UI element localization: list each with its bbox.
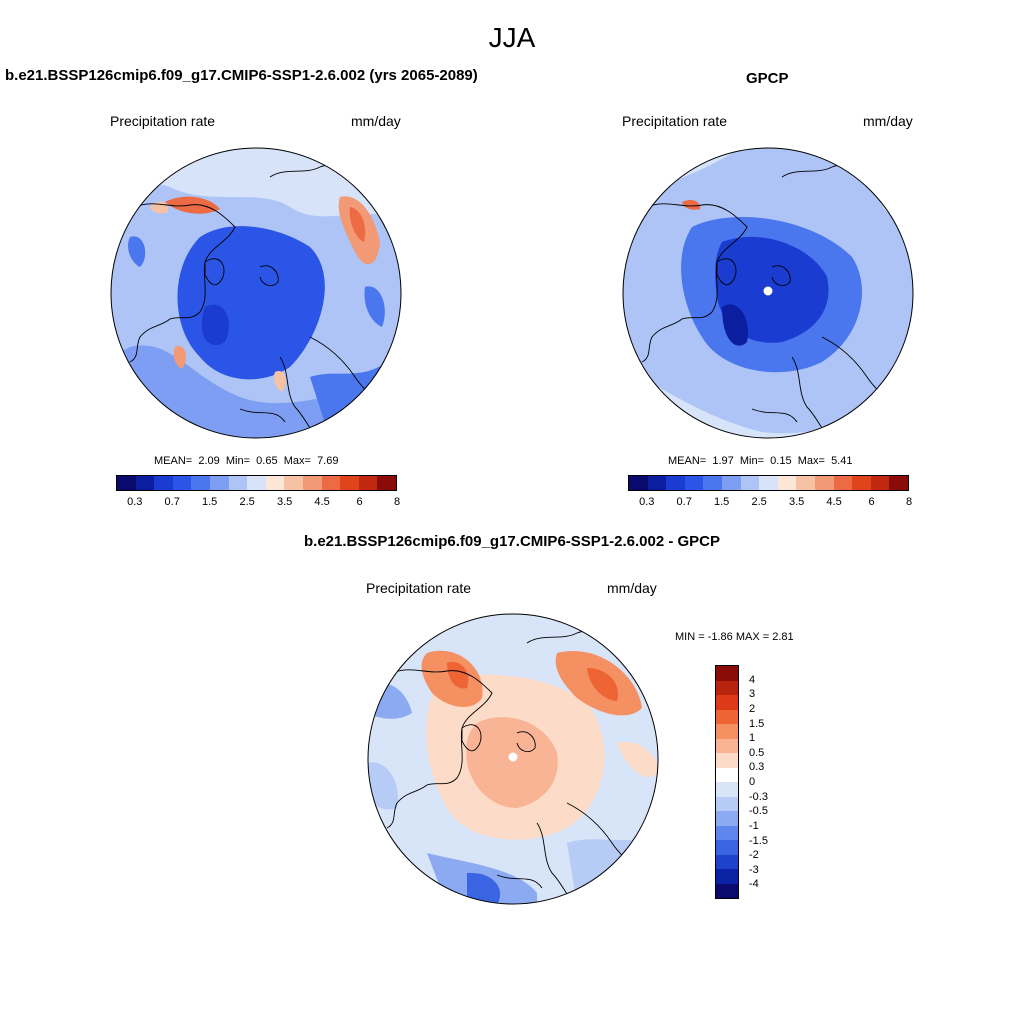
colorbar-diff-tick-label: 1	[749, 732, 756, 745]
colorbar-diff-tick-label: 0.5	[749, 746, 765, 759]
colorbar-obs-swatch	[852, 476, 871, 490]
colorbar-model-swatch	[321, 476, 341, 490]
colorbar-model-swatch	[265, 476, 285, 490]
polar-map-model	[110, 147, 402, 439]
colorbar-obs-tick-label: 8	[905, 496, 913, 508]
colorbar-diff-tick-label: 0	[749, 776, 756, 788]
colorbar-diff-swatch	[716, 767, 738, 782]
colorbar-diff-swatch	[716, 738, 738, 753]
colorbar-model-swatch	[172, 476, 192, 490]
colorbar-diff-swatch	[716, 825, 738, 840]
colorbar-diff-tick-label: -4	[749, 878, 759, 891]
colorbar-obs-swatch	[740, 476, 760, 490]
polar-map-diff	[367, 613, 659, 905]
colorbar-model-tick-label: 2.5	[239, 496, 255, 508]
colorbar-diff-swatch	[716, 753, 738, 768]
colorbar-obs	[628, 475, 909, 491]
colorbar-obs-swatch	[647, 476, 667, 490]
colorbar-diff-swatch	[716, 666, 738, 681]
colorbar-model-tick-label: 3.5	[276, 496, 293, 508]
colorbar-obs-swatch	[814, 476, 834, 490]
colorbar-diff-swatch	[716, 811, 738, 826]
colorbar-diff-tick-label: 2	[749, 702, 756, 715]
colorbar-model-swatch	[302, 476, 322, 490]
colorbar-model-tick-label: 0.3	[127, 496, 143, 508]
colorbar-model-swatch	[340, 476, 359, 490]
colorbar-obs-tick-label: 0.3	[639, 496, 655, 508]
units-label-obs: mm/day	[863, 113, 913, 129]
colorbar-obs-tick-label: 2.5	[751, 496, 767, 508]
panel-title-diff: b.e21.BSSP126cmip6.f09_g17.CMIP6-SSP1-2.…	[303, 533, 721, 550]
colorbar-model-swatch	[228, 476, 248, 490]
panel-title-obs: GPCP	[746, 70, 789, 87]
colorbar-model-swatch	[358, 476, 378, 490]
colorbar-obs-swatch	[684, 476, 704, 490]
colorbar-obs-swatch	[796, 476, 815, 490]
colorbar-obs-swatch	[629, 476, 648, 490]
colorbar-diff-swatch	[716, 883, 738, 898]
colorbar-diff-tick-label: 4	[749, 673, 756, 686]
colorbar-diff-tick-label: -1.5	[749, 834, 768, 847]
colorbar-diff-tick-label: -3	[749, 863, 759, 876]
colorbar-diff-tick-label: 3	[749, 688, 756, 701]
colorbar-obs-swatch	[666, 476, 685, 490]
colorbar-obs-tick-label: 1.5	[714, 496, 730, 508]
pole-marker-obs	[763, 286, 773, 296]
stats-model: MEAN= 2.09 Min= 0.65 Max= 7.69	[154, 455, 339, 467]
colorbar-model-tick-label: 4.5	[314, 496, 330, 508]
colorbar-model-swatch	[191, 476, 210, 490]
colorbar-obs-tick-label: 6	[868, 496, 875, 508]
colorbar-model-swatch	[377, 476, 396, 490]
colorbar-obs-tick-label: 0.7	[676, 496, 692, 508]
colorbar-model-tick-label: 6	[356, 496, 363, 508]
colorbar-obs-swatch	[721, 476, 741, 490]
colorbar-model	[116, 475, 397, 491]
colorbar-model-swatch	[154, 476, 173, 490]
colorbar-obs-swatch	[759, 476, 778, 490]
colorbar-diff-swatch	[716, 854, 738, 869]
colorbar-model-tick-label: 0.7	[164, 496, 180, 508]
colorbar-obs-swatch	[777, 476, 797, 490]
colorbar-diff-tick-label: -0.5	[749, 805, 768, 818]
colorbar-model-swatch	[284, 476, 303, 490]
colorbar-obs-swatch	[889, 476, 908, 490]
season-title: JJA	[488, 22, 536, 53]
colorbar-diff-swatch	[716, 680, 738, 695]
colorbar-obs-tick-label: 3.5	[788, 496, 805, 508]
polar-map-obs	[622, 147, 914, 439]
units-label-model: mm/day	[351, 113, 401, 129]
colorbar-diff-tick-label: 0.3	[749, 761, 765, 774]
colorbar-model-swatch	[135, 476, 155, 490]
colorbar-diff-tick-label: 1.5	[749, 717, 765, 730]
colorbar-obs-swatch	[703, 476, 722, 490]
colorbar-diff-swatch	[716, 709, 738, 724]
pole-marker-diff	[508, 752, 518, 762]
colorbar-diff-swatch	[716, 840, 738, 855]
stats-obs: MEAN= 1.97 Min= 0.15 Max= 5.41	[668, 455, 853, 467]
colorbar-diff	[715, 665, 739, 899]
colorbar-diff-tick-label: -1	[749, 819, 759, 832]
colorbar-model-tick-label: 8	[393, 496, 401, 508]
colorbar-diff-swatch	[716, 796, 738, 811]
colorbar-diff-swatch	[716, 782, 738, 797]
var-label-obs: Precipitation rate	[622, 113, 728, 129]
stats-diff: MIN = -1.86 MAX = 2.81	[675, 631, 794, 643]
colorbar-model-tick-label: 1.5	[202, 496, 218, 508]
colorbar-diff-swatch	[716, 869, 738, 884]
colorbar-diff-swatch	[716, 695, 738, 710]
colorbar-obs-swatch	[833, 476, 853, 490]
colorbar-obs-swatch	[870, 476, 890, 490]
colorbar-model-swatch	[247, 476, 266, 490]
colorbar-diff-swatch	[716, 724, 738, 739]
colorbar-model-swatch	[117, 476, 136, 490]
colorbar-diff-tick-label: -2	[749, 849, 759, 862]
colorbar-diff-tick-label: -0.3	[749, 790, 768, 803]
colorbar-model-swatch	[209, 476, 229, 490]
units-label-diff: mm/day	[607, 580, 657, 596]
colorbar-obs-tick-label: 4.5	[826, 496, 842, 508]
var-label-diff: Precipitation rate	[366, 580, 472, 596]
var-label-model: Precipitation rate	[110, 113, 216, 129]
panel-title-model: b.e21.BSSP126cmip6.f09_g17.CMIP6-SSP1-2.…	[5, 67, 478, 84]
